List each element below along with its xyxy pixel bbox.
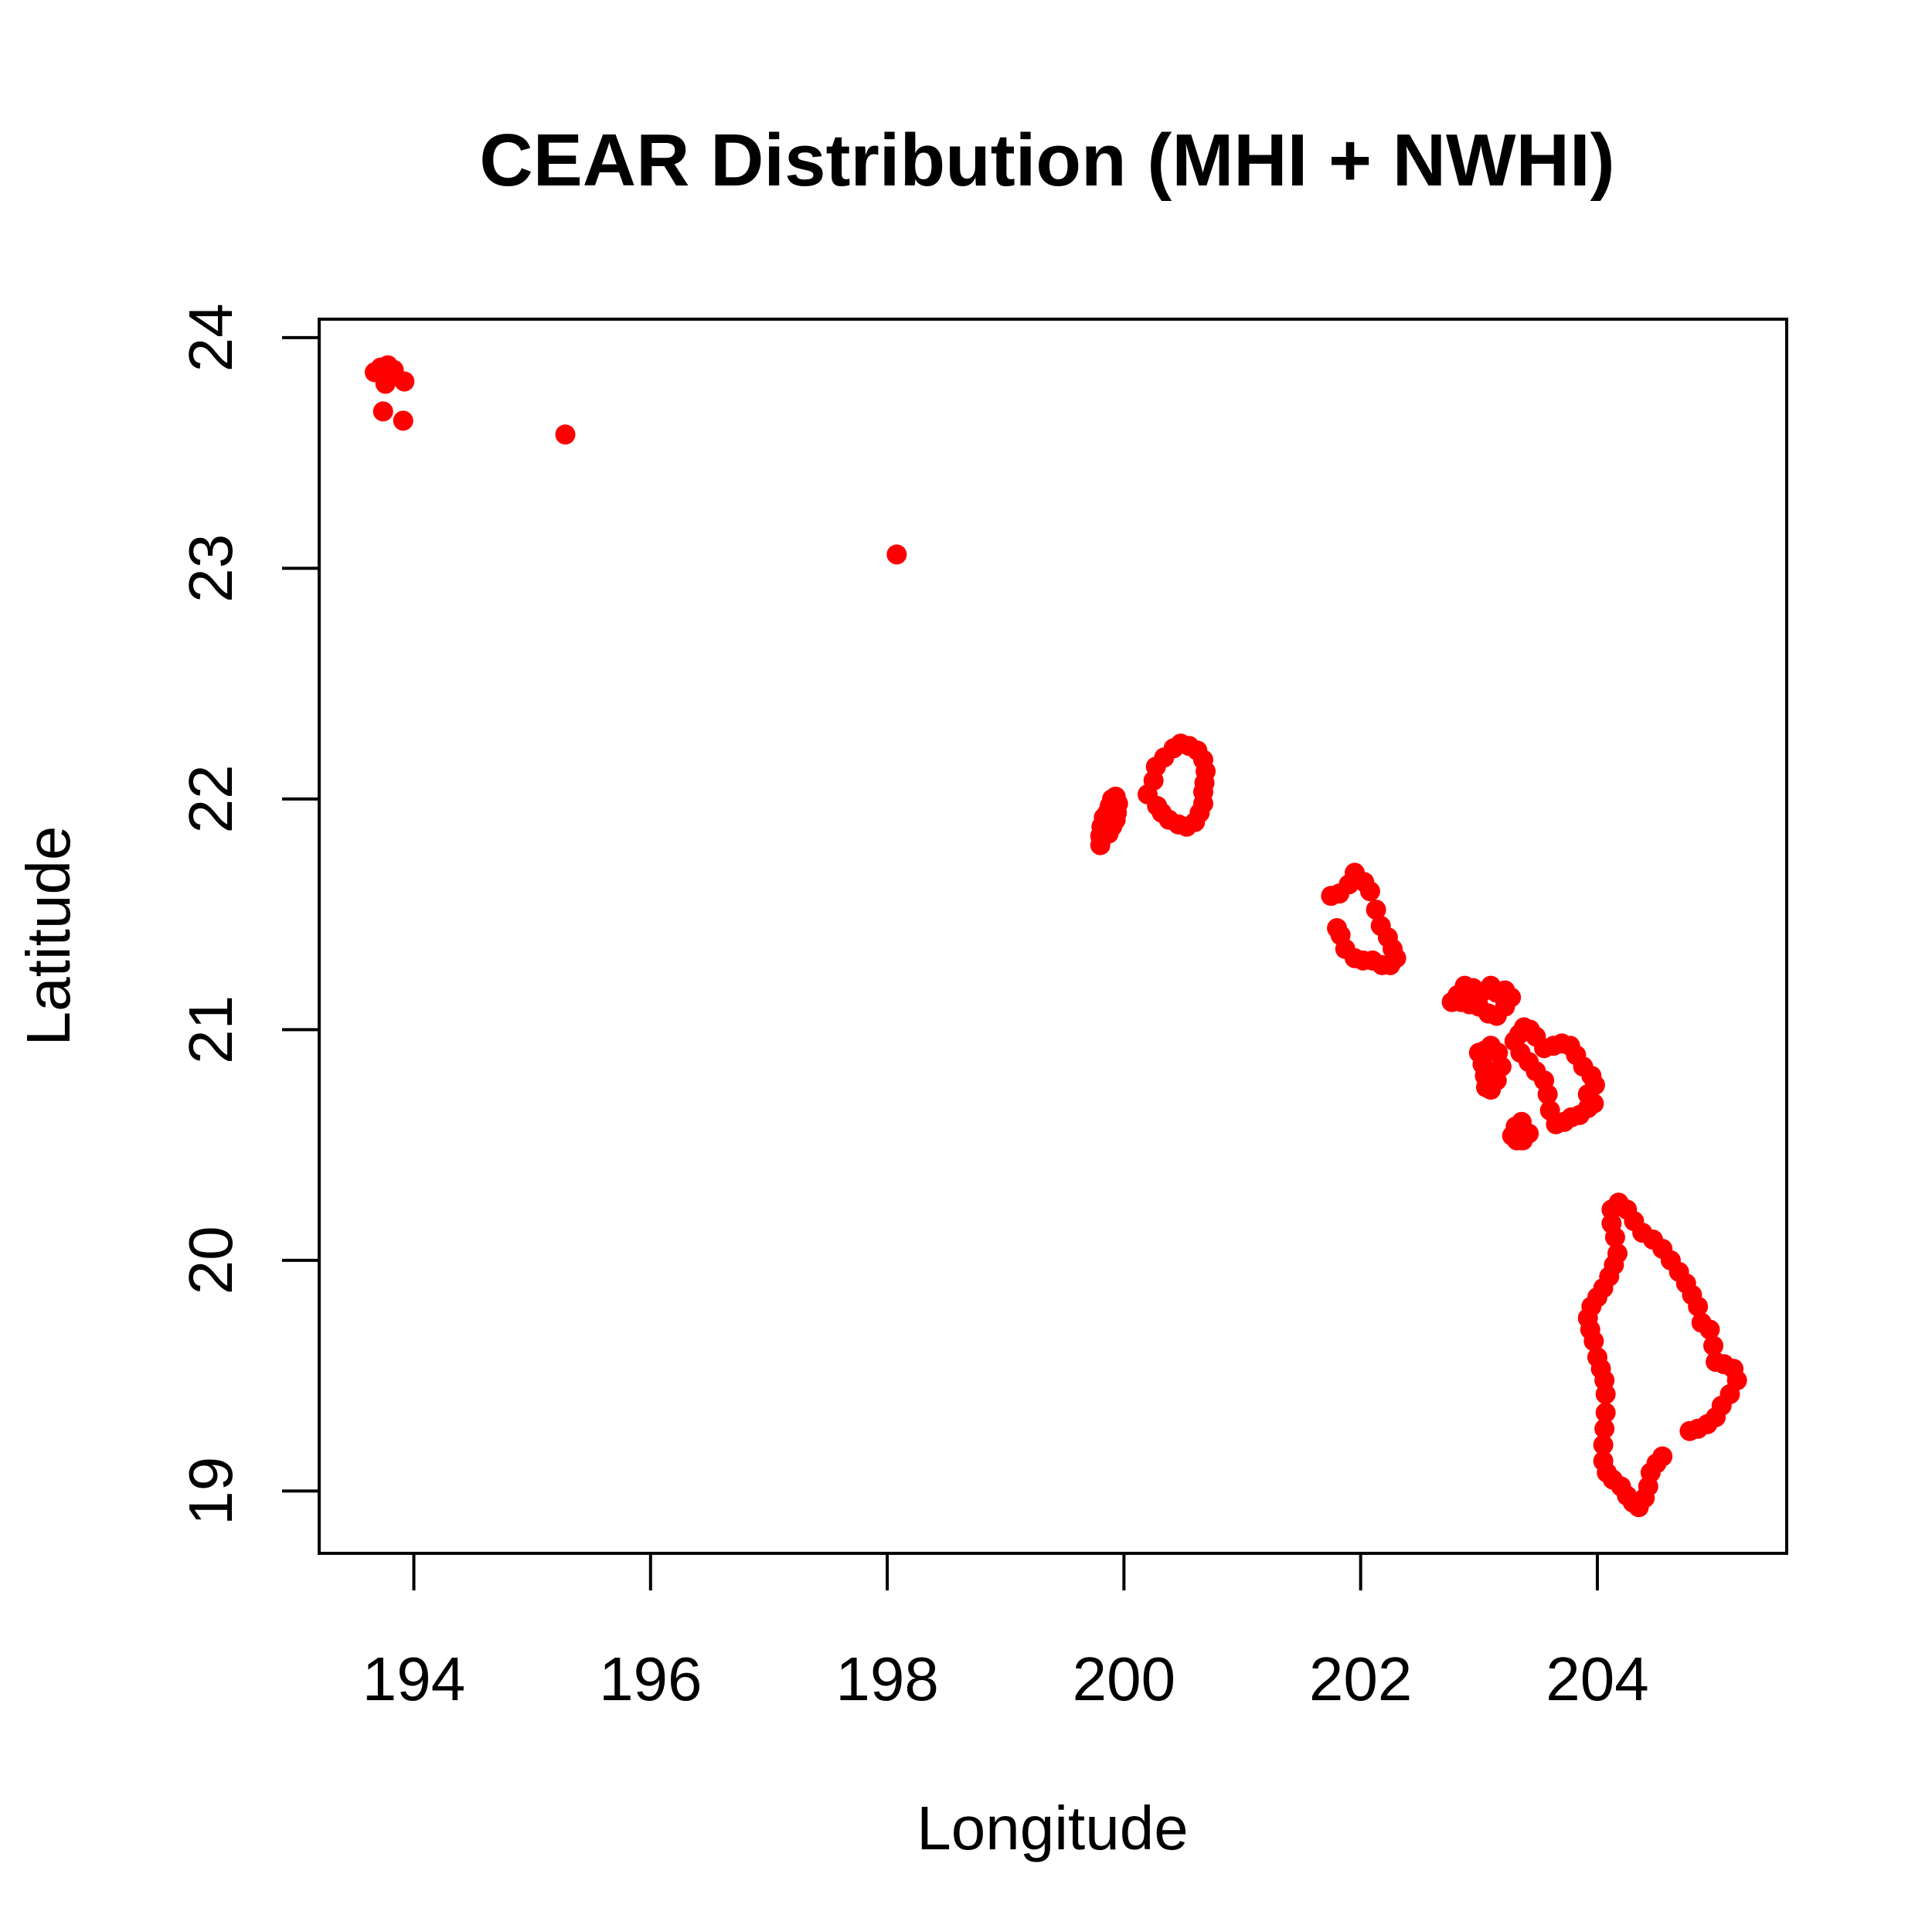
data-point (1593, 1434, 1614, 1455)
y-axis: 19 20 21 22 23 24 (176, 303, 321, 1526)
data-point (1451, 992, 1471, 1012)
data-point (1601, 1213, 1622, 1234)
data-point (1679, 1420, 1700, 1441)
data-point (555, 424, 576, 445)
y-axis-label: Latitude (14, 826, 83, 1046)
data-point (1601, 1199, 1622, 1220)
data-points (364, 355, 1747, 1518)
data-point (1594, 1418, 1615, 1439)
y-tick-label: 24 (176, 303, 245, 372)
data-point (886, 544, 907, 565)
data-point (1147, 795, 1168, 816)
chart-title: CEAR Distribution (MHI + NWHI) (479, 119, 1614, 202)
x-tick-label: 204 (1546, 1645, 1648, 1713)
data-point (1098, 823, 1119, 844)
data-point (1699, 1319, 1720, 1340)
x-tick-label: 196 (599, 1645, 702, 1713)
data-point (1505, 1116, 1526, 1137)
x-tick-label: 202 (1309, 1645, 1412, 1713)
x-tick-label: 200 (1073, 1645, 1175, 1713)
data-point (1327, 918, 1348, 939)
data-point (1366, 900, 1386, 920)
data-point (1504, 1031, 1525, 1052)
data-point (1703, 1335, 1724, 1356)
y-tick-label: 20 (176, 1226, 245, 1294)
y-tick-label: 19 (176, 1457, 245, 1526)
plot-frame (318, 318, 1788, 1555)
data-point (1607, 1243, 1628, 1264)
x-tick-label: 194 (362, 1645, 465, 1713)
data-point (1475, 1040, 1495, 1061)
x-axis-label: Longitude (917, 1794, 1188, 1862)
data-point (1595, 1402, 1616, 1423)
y-tick-label: 21 (176, 995, 245, 1064)
data-point (375, 373, 396, 394)
data-point (1688, 1296, 1709, 1317)
y-tick-label: 22 (176, 764, 245, 833)
data-point (394, 371, 415, 392)
data-point (1587, 1347, 1607, 1368)
data-point (393, 410, 413, 431)
x-axis: 194 196 198 200 202 204 (362, 1552, 1649, 1713)
data-point (1593, 1451, 1614, 1471)
data-point (1537, 1083, 1558, 1104)
x-tick-label: 198 (835, 1645, 938, 1713)
y-tick-label: 23 (176, 534, 245, 603)
data-point (372, 401, 393, 422)
data-point (1359, 881, 1380, 902)
